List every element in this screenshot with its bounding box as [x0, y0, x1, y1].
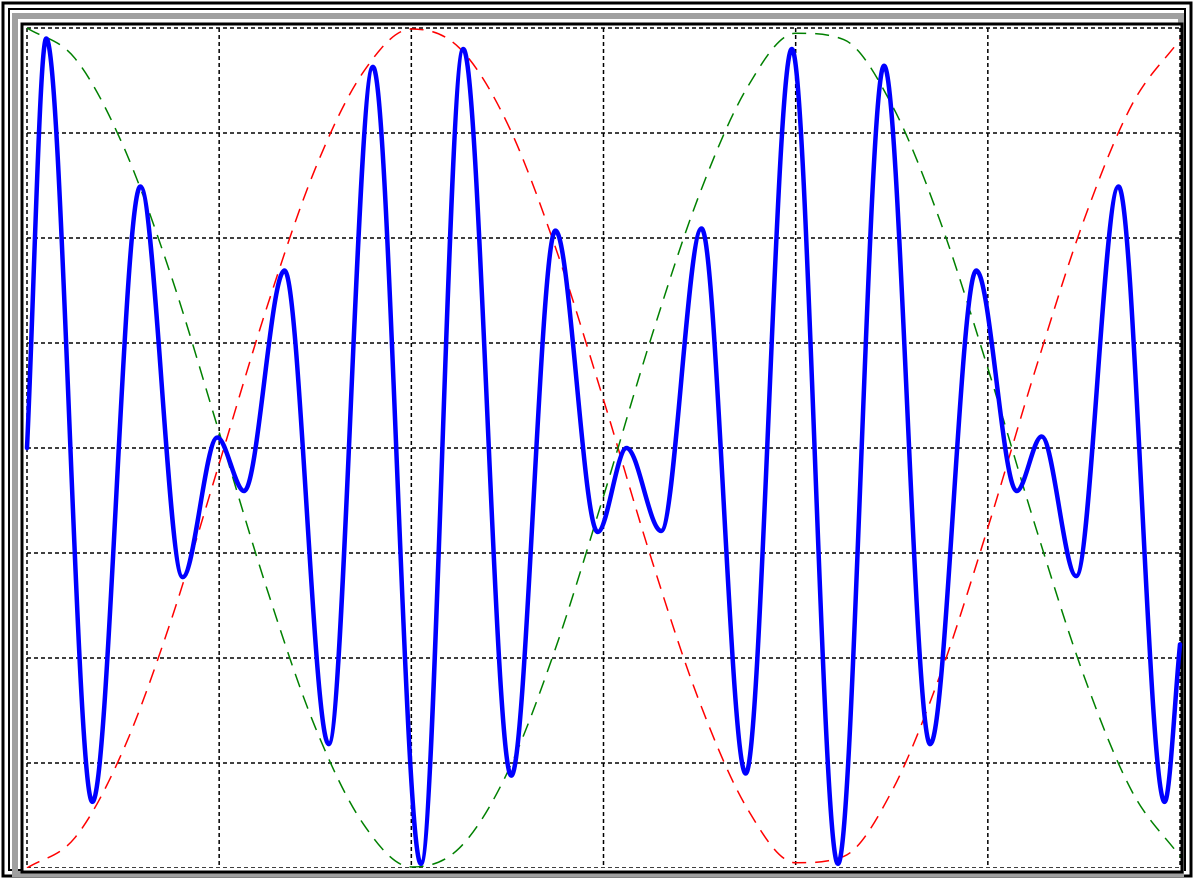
series-line: [24, 36, 1183, 867]
series-line: [26, 28, 1181, 868]
series-line: [26, 27, 1181, 868]
plot-area: [24, 27, 1183, 868]
